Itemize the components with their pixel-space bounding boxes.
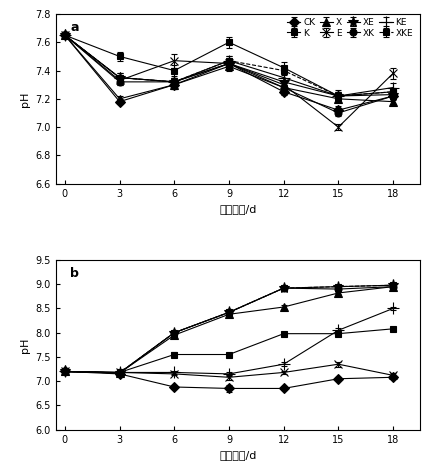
Text: a: a [70,21,79,34]
Legend: CK, K, X, E, XE, XK, KE, XKE: CK, K, X, E, XE, XK, KE, XKE [284,15,416,40]
X-axis label: 发酵时间/d: 发酵时间/d [219,450,257,460]
X-axis label: 发酵时间/d: 发酵时间/d [219,204,257,214]
Text: b: b [70,267,79,280]
Y-axis label: pH: pH [20,337,30,353]
Y-axis label: pH: pH [20,91,30,106]
